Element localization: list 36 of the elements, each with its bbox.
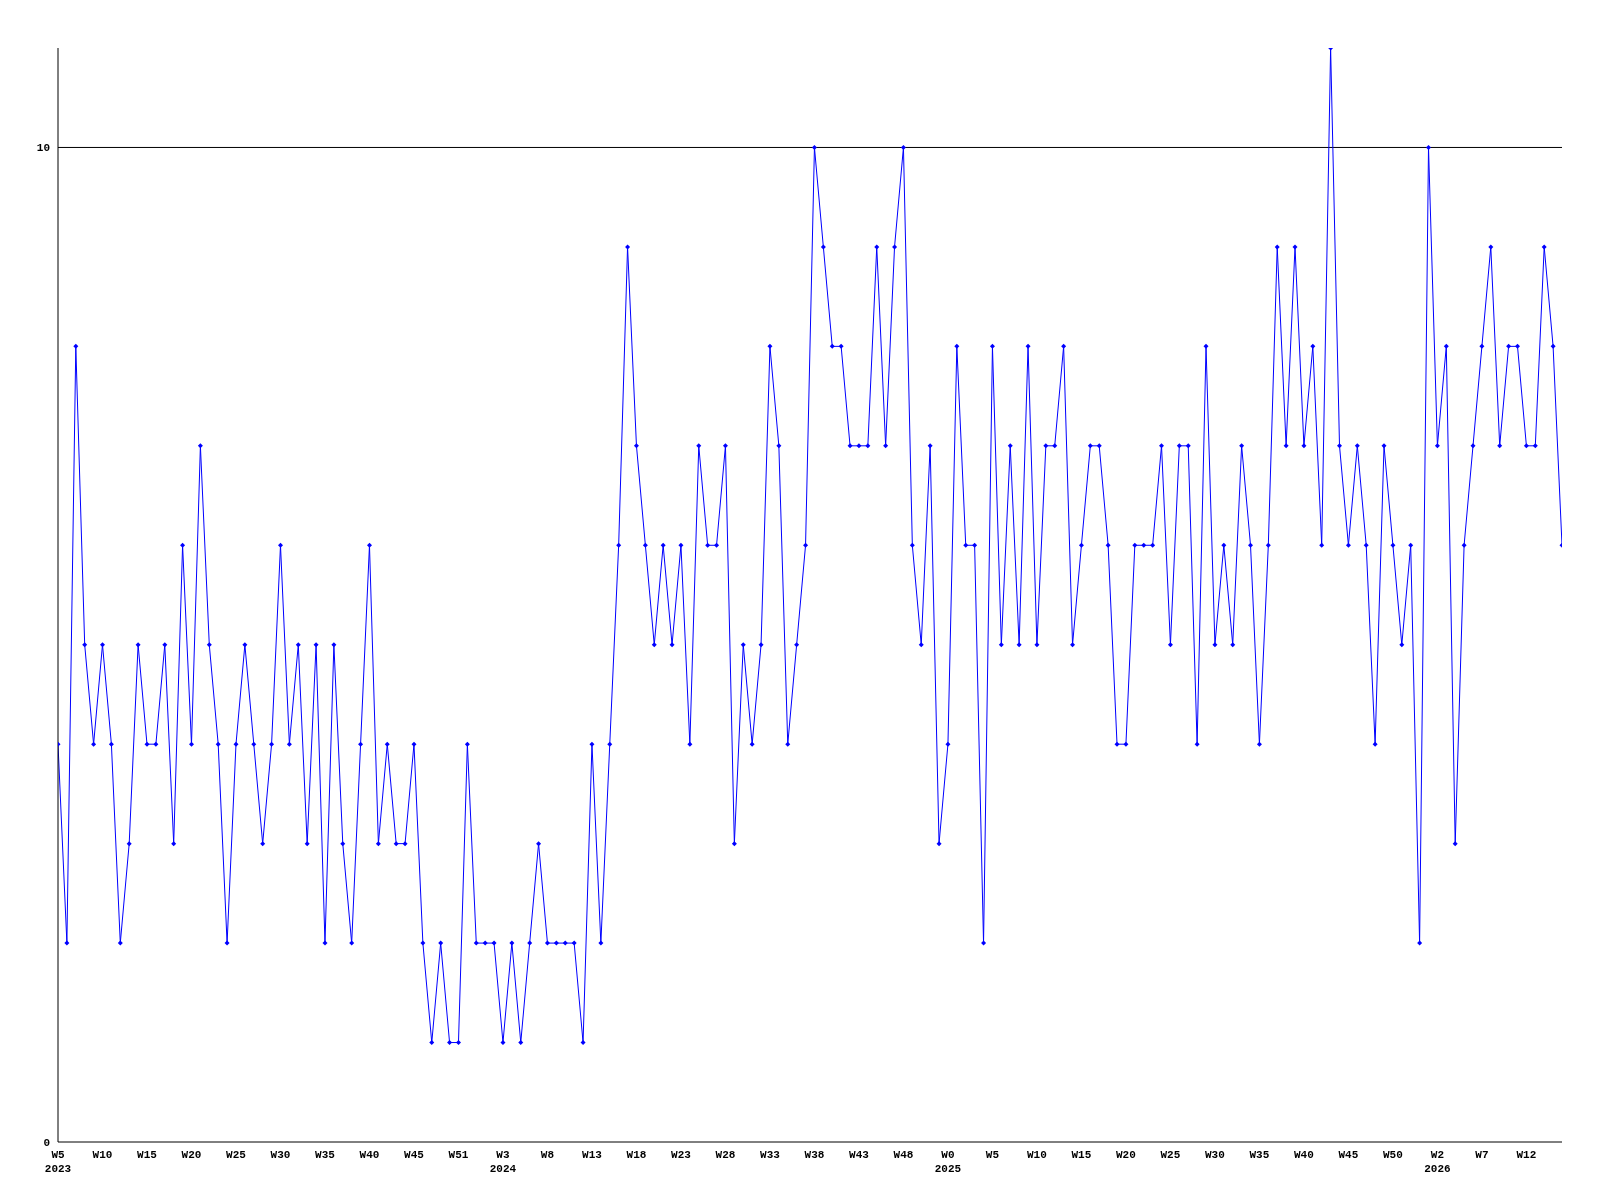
- x-tick-label: W45: [1338, 1149, 1359, 1161]
- x-tick-label: W13: [582, 1149, 603, 1161]
- x-tick-label: W40: [359, 1149, 380, 1161]
- x-tick-label: W10: [92, 1149, 113, 1161]
- x-tick-label: W5 2023: [44, 1149, 72, 1175]
- x-tick-label: W50: [1383, 1149, 1403, 1161]
- x-tick-label: W25: [226, 1149, 247, 1161]
- y-tick-label: 10: [36, 142, 50, 155]
- x-tick-label: W35: [315, 1149, 336, 1161]
- x-tick-label: W8: [540, 1149, 555, 1161]
- x-tick-label: W28: [715, 1149, 736, 1161]
- x-tick-label: W10: [1027, 1149, 1047, 1161]
- y-tick-label: 0: [43, 1136, 50, 1149]
- x-tick-label: W20: [1116, 1149, 1136, 1161]
- x-tick-label: W30: [1205, 1149, 1225, 1161]
- x-tick-label: W48: [893, 1149, 914, 1161]
- x-tick-label: W51: [448, 1149, 469, 1161]
- x-tick-label: W40: [1294, 1149, 1314, 1161]
- x-tick-label: W23: [671, 1149, 692, 1161]
- x-tick-label: W20: [181, 1149, 202, 1161]
- x-tick-label: W7: [1475, 1149, 1489, 1161]
- x-tick-label: W2 2026: [1424, 1149, 1451, 1175]
- x-tick-label: W5: [985, 1149, 1000, 1161]
- x-tick-label: W25: [1160, 1149, 1181, 1161]
- x-tick-label: W43: [849, 1149, 870, 1161]
- x-tick-label: W0 2025: [934, 1149, 962, 1175]
- x-tick-label: W30: [270, 1149, 291, 1161]
- x-tick-label: W15: [1071, 1149, 1092, 1161]
- x-tick-label: W18: [626, 1149, 647, 1161]
- x-tick-label: W38: [804, 1149, 825, 1161]
- x-tick-label: W33: [760, 1149, 781, 1161]
- x-tick-label: W3 2024: [489, 1149, 517, 1175]
- x-tick-label: W15: [137, 1149, 158, 1161]
- x-tick-label: W45: [404, 1149, 425, 1161]
- x-tick-label: W35: [1249, 1149, 1270, 1161]
- x-tick-label: W12: [1516, 1149, 1537, 1161]
